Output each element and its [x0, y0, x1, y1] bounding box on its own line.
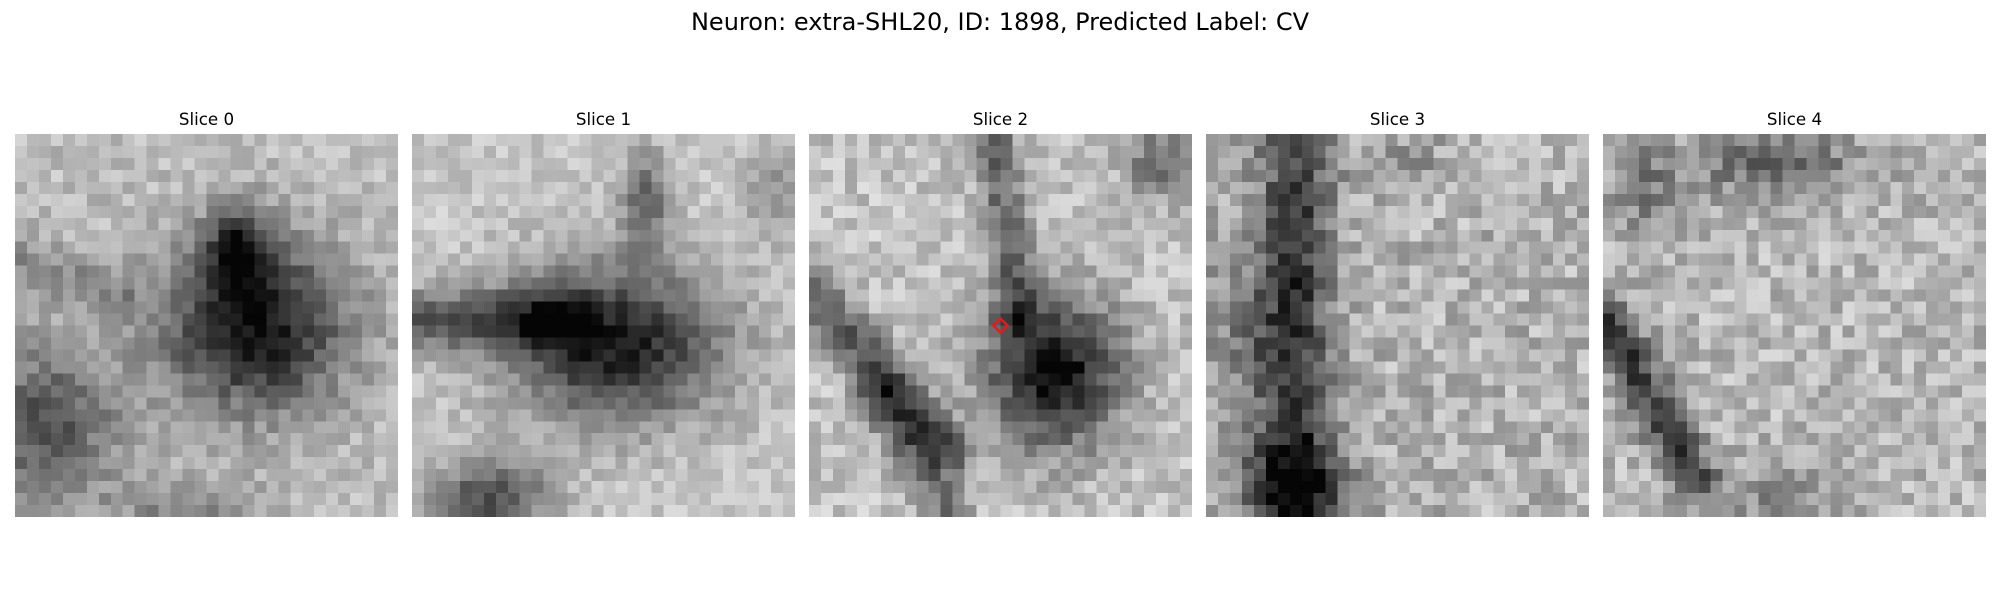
slice-image-3 [1206, 134, 1589, 517]
slice-panel-2: Slice 2 [809, 108, 1192, 517]
slice-title-3: Slice 3 [1369, 109, 1426, 129]
slice-canvas-2 [809, 134, 1192, 517]
slice-canvas-4 [1603, 134, 1986, 517]
slice-panel-3: Slice 3 [1206, 108, 1589, 517]
slice-panel-1: Slice 1 [412, 108, 795, 517]
marker-overlay [991, 316, 1010, 335]
slice-title-4: Slice 4 [1766, 109, 1823, 129]
slice-panel-0: Slice 0 [15, 108, 398, 517]
slice-image-2 [809, 134, 1192, 517]
slice-canvas-0 [15, 134, 398, 517]
center-marker-diamond [991, 316, 1010, 335]
slice-image-0 [15, 134, 398, 517]
slice-canvas-3 [1206, 134, 1589, 517]
slice-image-1 [412, 134, 795, 517]
slice-title-2: Slice 2 [972, 109, 1029, 129]
slice-panel-4: Slice 4 [1603, 108, 1986, 517]
slice-title-0: Slice 0 [178, 109, 235, 129]
slice-canvas-1 [412, 134, 795, 517]
slice-image-4 [1603, 134, 1986, 517]
slice-title-1: Slice 1 [575, 109, 632, 129]
figure-title: Neuron: extra-SHL20, ID: 1898, Predicted… [690, 8, 1310, 36]
